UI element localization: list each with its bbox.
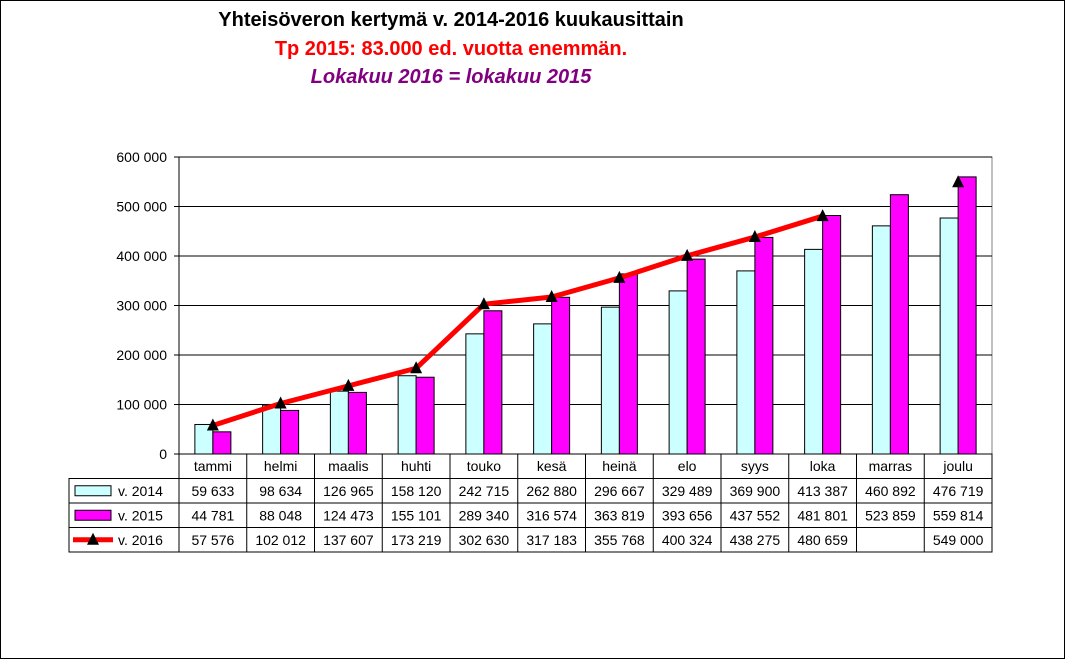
category-label: helmi [264,458,297,474]
category-label: kesä [537,458,567,474]
data-label: 88 048 [259,507,302,523]
y-tick-label: 400 000 [116,248,167,264]
line-marker [748,230,761,243]
bar-v2015 [889,194,909,455]
line-marker [274,396,287,409]
data-label: 158 120 [391,483,442,499]
data-label: 549 000 [933,532,984,548]
data-label: 242 715 [459,483,510,499]
line-marker [816,209,829,222]
bar-v2014 [465,333,485,455]
category-label: huhti [401,458,431,474]
data-label: 437 552 [730,507,781,523]
y-tick-label: 200 000 [116,347,167,363]
bar-v2014 [668,290,688,455]
data-label: 460 892 [865,483,916,499]
bar-v2014 [871,225,891,455]
data-label: 559 814 [933,507,984,523]
bar-v2014 [262,404,282,455]
bar-v2015 [686,258,706,455]
legend-key-v2014 [74,485,112,497]
data-label: 102 012 [255,532,306,548]
data-label: 481 801 [797,507,848,523]
bar-v2015 [822,215,842,455]
line-marker [477,297,490,310]
line-marker [681,248,694,261]
bar-v2014 [397,375,417,455]
line-marker [342,378,355,391]
y-tick-label: 500 000 [116,199,167,215]
line-marker [613,270,626,283]
bar-v2014 [329,390,349,455]
data-label: 413 387 [797,483,848,499]
data-label: 155 101 [391,507,442,523]
data-label: 137 607 [323,532,374,548]
data-label: 523 859 [865,507,916,523]
y-tick-label: 300 000 [116,298,167,314]
y-tick-label: 600 000 [116,149,167,165]
legend-key-v2015 [74,509,112,521]
bar-v2015 [415,376,435,455]
data-label: 289 340 [459,507,510,523]
line-marker [410,361,423,374]
chart-note: Lokakuu 2016 = lokakuu 2015 [310,66,592,88]
bar-v2014 [939,217,959,455]
data-label: 476 719 [933,483,984,499]
data-label: 400 324 [662,532,713,548]
category-label: maalis [328,458,368,474]
data-label: 59 633 [191,483,234,499]
data-label: 173 219 [391,532,442,548]
category-label: tammi [194,458,232,474]
data-label: 438 275 [730,532,781,548]
bar-v2015 [618,273,638,455]
legend-label: v. 2014 [118,483,163,499]
chart-title: Yhteisöveron kertymä v. 2014-2016 kuukau… [218,9,684,31]
data-label: 329 489 [662,483,713,499]
legend-label: v. 2016 [118,532,163,548]
y-tick-label: 100 000 [116,397,167,413]
data-label: 44 781 [191,507,234,523]
bar-v2015 [280,409,300,455]
data-label: 262 880 [526,483,577,499]
data-label: 296 667 [594,483,645,499]
data-label: 302 630 [459,532,510,548]
legend-key-marker [87,532,99,545]
bar-v2014 [804,248,824,455]
data-label: 363 819 [594,507,645,523]
data-label: 480 659 [797,532,848,548]
bar-v2015 [957,176,977,455]
bar-v2015 [347,391,367,455]
bar-v2015 [483,310,503,455]
line-marker [206,418,219,431]
category-label: joulu [942,458,973,474]
bar-v2015 [551,296,571,455]
category-label: syys [741,458,769,474]
bar-v2015 [212,431,232,455]
category-label: marras [869,458,913,474]
data-label: 393 656 [662,507,713,523]
category-label: touko [467,458,501,474]
data-label: 316 574 [526,507,577,523]
data-label: 57 576 [191,532,234,548]
legend-label: v. 2015 [118,507,163,523]
category-label: heinä [602,458,636,474]
data-label: 124 473 [323,507,374,523]
y-tick-label: 0 [159,446,167,462]
bar-v2015 [754,236,774,455]
line-marker [952,175,965,188]
data-label: 317 183 [526,532,577,548]
bar-v2014 [533,323,553,455]
category-label: elo [678,458,697,474]
bar-v2014 [600,306,620,455]
bar-v2014 [736,270,756,455]
data-label: 355 768 [594,532,645,548]
data-label: 98 634 [259,483,302,499]
chart-subtitle: Tp 2015: 83.000 ed. vuotta enemmän. [274,38,628,60]
category-label: loka [810,458,836,474]
data-label: 369 900 [730,483,781,499]
data-label: 126 965 [323,483,374,499]
line-marker [545,289,558,302]
